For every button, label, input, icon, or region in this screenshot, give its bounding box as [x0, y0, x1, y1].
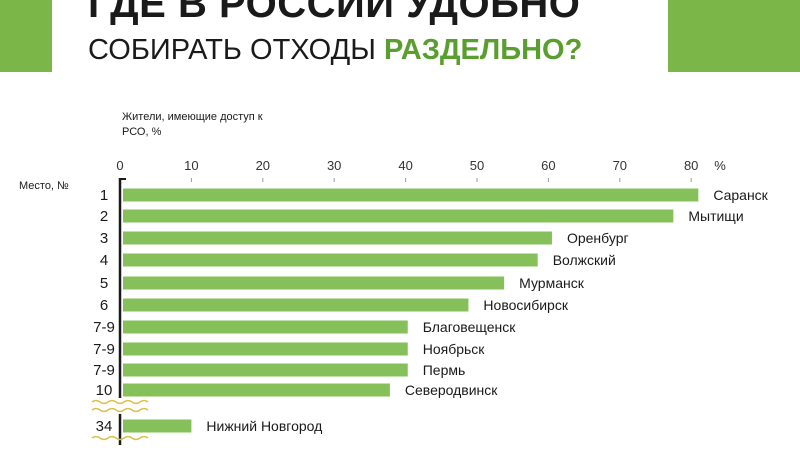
bar	[123, 320, 408, 334]
x-tick-label: 70	[613, 158, 627, 173]
city-label: Мурманск	[519, 275, 585, 291]
bar	[123, 363, 408, 377]
x-unit-label: %	[714, 158, 726, 173]
page-subtitle: СОБИРАТЬ ОТХОДЫ РАЗДЕЛЬНО?	[88, 34, 582, 67]
rank-label: 10	[96, 382, 113, 399]
city-label: Нижний Новгород	[206, 418, 322, 434]
rank-label: 4	[100, 252, 108, 269]
city-label: Оренбург	[567, 230, 629, 246]
x-tick-label: 20	[256, 158, 270, 173]
rank-label: 2	[100, 208, 108, 225]
page-title: ГДЕ В РОССИИ УДОБНО	[88, 0, 581, 26]
bar	[123, 209, 674, 223]
axis-break-mark	[91, 399, 149, 405]
rank-label: 6	[100, 297, 108, 314]
city-label: Волжский	[553, 252, 616, 268]
bar	[123, 298, 469, 312]
x-tick-label: 30	[327, 158, 341, 173]
city-label: Новосибирск	[483, 297, 568, 313]
rank-label: 7-9	[93, 362, 115, 379]
city-label: Пермь	[423, 362, 466, 378]
city-label: Саранск	[713, 187, 768, 203]
rank-label: 3	[100, 230, 108, 247]
y-axis-label: Место, №	[19, 180, 69, 192]
rank-label: 34	[96, 418, 113, 435]
bar	[123, 231, 552, 245]
subtitle-accent: РАЗДЕЛЬНО?	[383, 34, 583, 66]
city-label: Северодвинск	[405, 382, 498, 398]
x-tick-label: 40	[398, 158, 412, 173]
header-accent-right	[668, 0, 800, 72]
axis-break-mark	[91, 407, 149, 413]
bar	[123, 419, 192, 433]
x-tick-label: 10	[184, 158, 198, 173]
rank-label: 1	[100, 187, 108, 204]
bar	[123, 342, 408, 356]
x-tick-label: 80	[684, 158, 698, 173]
bar	[123, 188, 699, 202]
rank-label: 7-9	[93, 341, 115, 358]
bar	[123, 253, 538, 267]
bar	[123, 276, 505, 290]
subtitle-main: СОБИРАТЬ ОТХОДЫ	[88, 34, 376, 66]
x-tick-label: 0	[116, 158, 123, 173]
city-label: Ноябрьск	[423, 341, 486, 357]
rank-label: 7-9	[93, 319, 115, 336]
x-tick-label: 60	[541, 158, 555, 173]
bar	[123, 383, 390, 397]
x-axis-label: Жители, имеющие доступ к РСО, %	[122, 111, 263, 138]
rank-label: 5	[100, 275, 108, 292]
x-tick-label: 50	[470, 158, 484, 173]
axis-break-mark	[91, 435, 149, 441]
header-accent-left	[0, 0, 52, 72]
city-label: Благовещенск	[423, 319, 517, 335]
city-label: Мытищи	[688, 208, 743, 224]
